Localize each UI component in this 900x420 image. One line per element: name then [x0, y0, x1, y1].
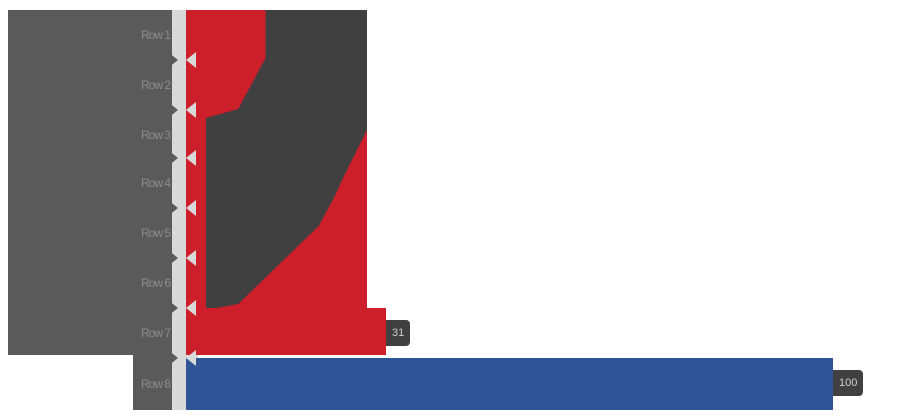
row-separator-notch [186, 102, 196, 118]
category-label: Row 2 [140, 78, 171, 92]
bar-row: Row 4 [0, 158, 900, 208]
row-separator-notch [168, 250, 178, 266]
bar-row: Row 7 31 [0, 308, 900, 358]
row-separator-notch [168, 300, 178, 316]
row-separator-notch [168, 200, 178, 216]
row-separator-notch [168, 102, 178, 118]
bar-blue [186, 358, 833, 410]
category-label: Row 6 [140, 276, 171, 290]
bar-row: Row 2 [0, 60, 900, 110]
bar-row: Row 8 100 [0, 358, 900, 410]
row-separator-notch [186, 150, 196, 166]
bar-row: Row 1 [0, 10, 900, 60]
category-label-panel [8, 10, 180, 355]
category-label: Row 8 [140, 377, 171, 391]
bar-row: Row 3 [0, 110, 900, 160]
row-separator-notch [186, 52, 196, 68]
category-label: Row 4 [140, 176, 171, 190]
category-label: Row 3 [140, 128, 171, 142]
row-separator-notch [168, 150, 178, 166]
bar-row: Row 5 [0, 208, 900, 258]
row-separator-notch [186, 300, 196, 316]
value-badge: 100 [833, 370, 864, 396]
row-separator-notch [186, 200, 196, 216]
bar-row: Row 6 [0, 258, 900, 308]
category-label: Row 5 [140, 226, 171, 240]
row-separator-notch [186, 250, 196, 266]
row-separator-notch [168, 350, 178, 366]
row-separator-notch [186, 350, 196, 366]
category-label: Row 1 [140, 28, 171, 42]
bar-red [186, 308, 386, 355]
category-label: Row 7 [140, 326, 171, 340]
row-separator-notch [168, 52, 178, 68]
value-badge: 31 [386, 320, 411, 346]
